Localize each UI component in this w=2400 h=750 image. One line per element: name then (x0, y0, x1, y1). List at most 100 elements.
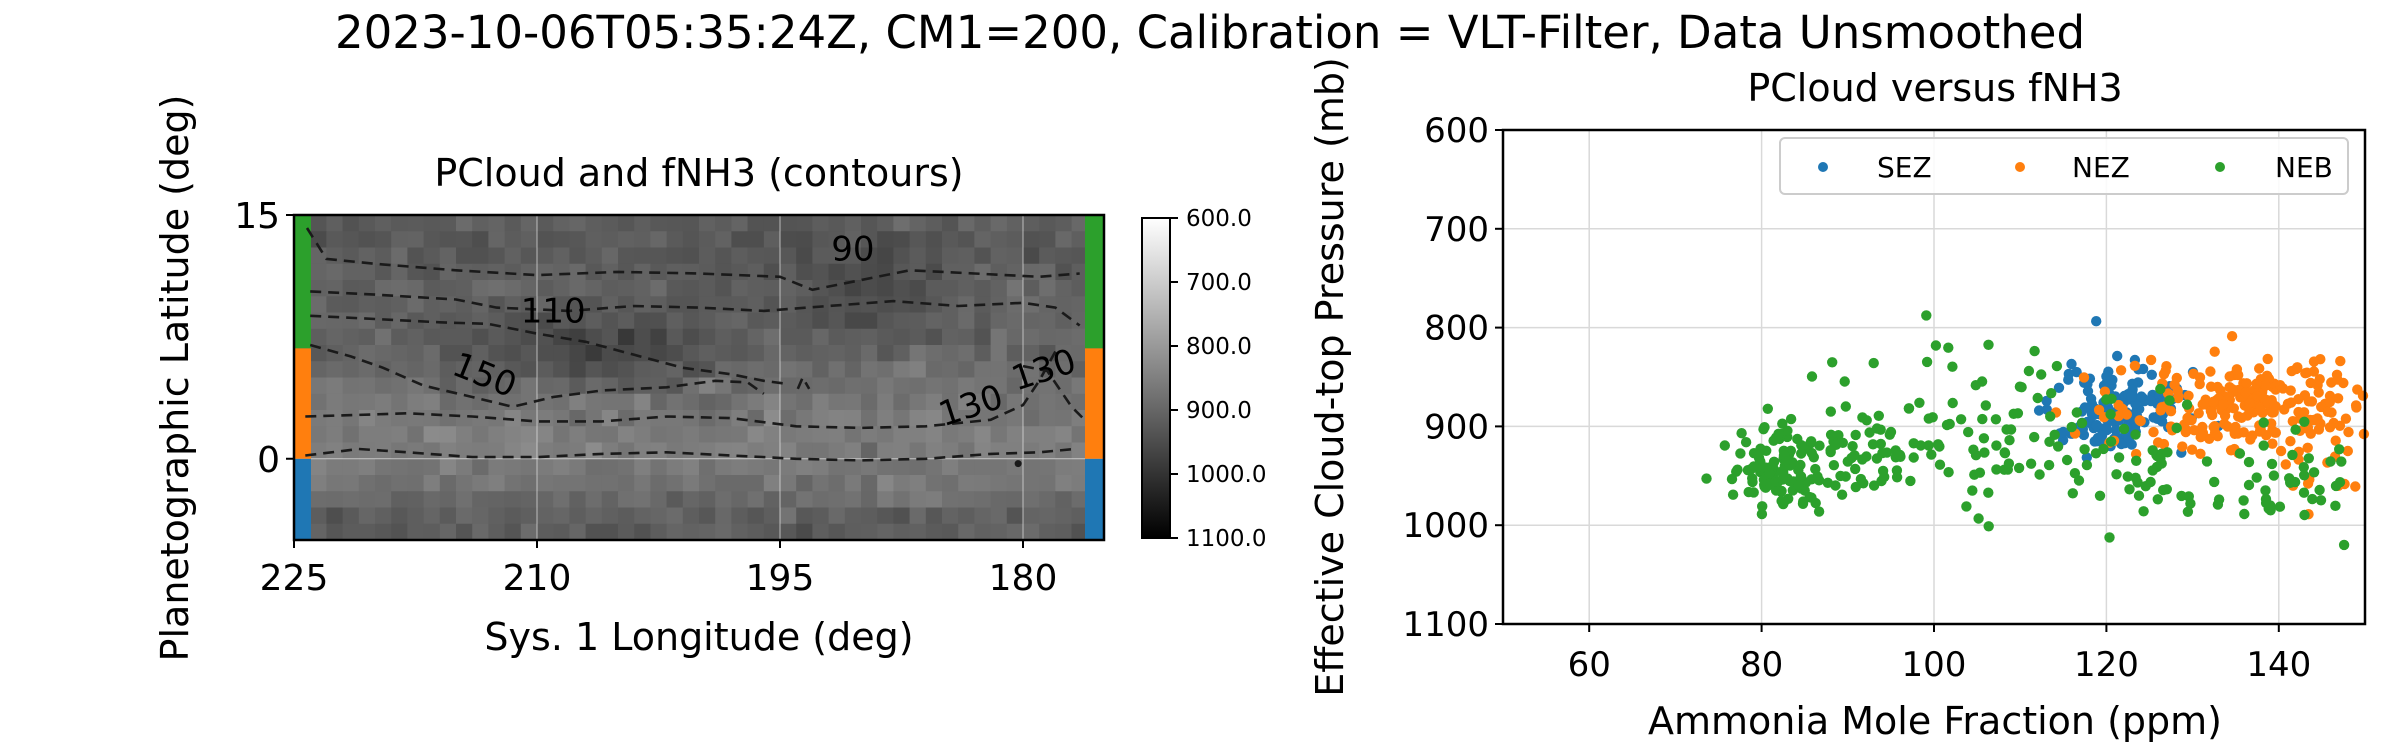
heatmap-cell (1023, 231, 1040, 249)
heatmap-cell (925, 280, 943, 297)
heatmap-cell (634, 393, 651, 411)
heatmap-cell (666, 231, 684, 249)
scatter-point (1813, 506, 1825, 517)
scatter-point (2241, 378, 2252, 389)
scatter-point (1915, 440, 1927, 451)
heatmap-cell (682, 491, 700, 509)
heatmap-cell (488, 426, 506, 444)
scatter-point (2182, 412, 2193, 424)
heatmap-cell (342, 393, 360, 411)
heatmap-cell (699, 426, 716, 444)
heatmap-cell (877, 361, 894, 379)
scatter-point (1795, 459, 1806, 471)
scatter-point (2158, 438, 2170, 450)
scatter-point (2238, 495, 2249, 506)
heatmap-cell (877, 426, 894, 444)
heatmap-cell (358, 296, 376, 314)
scatter-point (2324, 396, 2335, 408)
heatmap-cell (699, 458, 716, 476)
band-marker-left-neb (294, 215, 311, 349)
heatmap-cell (439, 280, 457, 297)
scatter-point (2222, 421, 2233, 432)
heatmap-cell (893, 458, 911, 476)
heatmap-cell (715, 312, 732, 330)
scatter-point (1926, 449, 1937, 460)
heatmap-cell (423, 345, 441, 362)
heatmap-cell (391, 312, 408, 330)
heatmap-cell (358, 523, 376, 541)
heatmap-cell (974, 377, 992, 395)
heatmap-cell (618, 475, 635, 492)
heatmap-cell (844, 491, 862, 509)
heatmap-cell (796, 410, 813, 427)
scatter-point (2195, 448, 2206, 459)
heatmap-cell (715, 426, 732, 444)
scatter-point (1875, 438, 1887, 450)
heatmap-cell (375, 458, 392, 476)
heatmap-cell (731, 361, 749, 379)
heatmap-cell (342, 491, 360, 509)
heatmap-cell (828, 361, 846, 379)
figure-title: 2023-10-06T05:35:24Z, CM1=200, Calibrati… (335, 6, 2085, 59)
heatmap-cell (618, 247, 635, 265)
heatmap-cell (796, 296, 813, 314)
heatmap-cell (472, 458, 489, 476)
heatmap-cell (537, 442, 554, 460)
heatmap-cell (796, 491, 813, 509)
heatmap-frame (292, 213, 1106, 542)
scatter-point (2299, 509, 2310, 521)
heatmap-cell (423, 426, 441, 444)
heatmap-cell (1006, 231, 1024, 249)
heatmap-cell (780, 247, 797, 265)
heatmap-cell (585, 361, 603, 379)
heatmap-cell (942, 475, 959, 492)
scatter-point (2066, 358, 2077, 370)
heatmap-cell (537, 507, 554, 525)
heatmap-cell (974, 247, 992, 265)
legend-label-sez: SEZ (1877, 151, 1932, 184)
heatmap-cell (634, 523, 651, 541)
heatmap-cell (974, 215, 992, 232)
scatter-point (2067, 488, 2078, 499)
heatmap-cell (358, 410, 376, 427)
heatmap-cell (650, 426, 668, 444)
scatter-point (1932, 439, 1944, 450)
heatmap-cell (439, 377, 457, 395)
heatmap-cell (990, 328, 1008, 346)
scatter-point (2111, 469, 2122, 480)
contour-line (305, 350, 1057, 430)
colorbar-tick-label: 1000.0 (1186, 462, 1266, 488)
heatmap-cell (423, 328, 441, 346)
legend-marker-neb (2215, 162, 2225, 172)
scatter-point (1806, 492, 1817, 503)
heatmap-cell (1039, 377, 1056, 395)
scatter-point (2209, 346, 2220, 357)
heatmap-cell (1071, 426, 1089, 444)
heatmap-cell (634, 458, 651, 476)
heatmap-cell (634, 231, 651, 249)
heatmap-cell (828, 507, 846, 525)
scatter-point (2172, 385, 2183, 397)
scatter-point (1755, 443, 1766, 454)
heatmap-cell (893, 475, 911, 492)
heatmap-cell (650, 361, 668, 379)
scatter-point (2036, 369, 2047, 380)
heatmap-cell (1023, 523, 1040, 541)
heatmap-cell (504, 377, 522, 395)
heatmap-cell (456, 410, 473, 427)
heatmap-cell (942, 263, 959, 281)
heatmap-cell (909, 491, 927, 509)
heatmap-cell (1006, 475, 1024, 492)
scatter-point (2340, 413, 2352, 424)
heatmap-cell (731, 507, 749, 525)
scatter-point (2051, 360, 2063, 372)
heatmap-cell (893, 442, 911, 460)
scatter-point (2079, 444, 2090, 455)
heatmap-cell (780, 312, 797, 330)
heatmap-cell (601, 328, 619, 346)
heatmap-cell (682, 426, 700, 444)
heatmap-cell (828, 426, 846, 444)
heatmap-cell (618, 312, 635, 330)
scatter-point (2314, 484, 2325, 496)
heatmap-cell (666, 328, 684, 346)
